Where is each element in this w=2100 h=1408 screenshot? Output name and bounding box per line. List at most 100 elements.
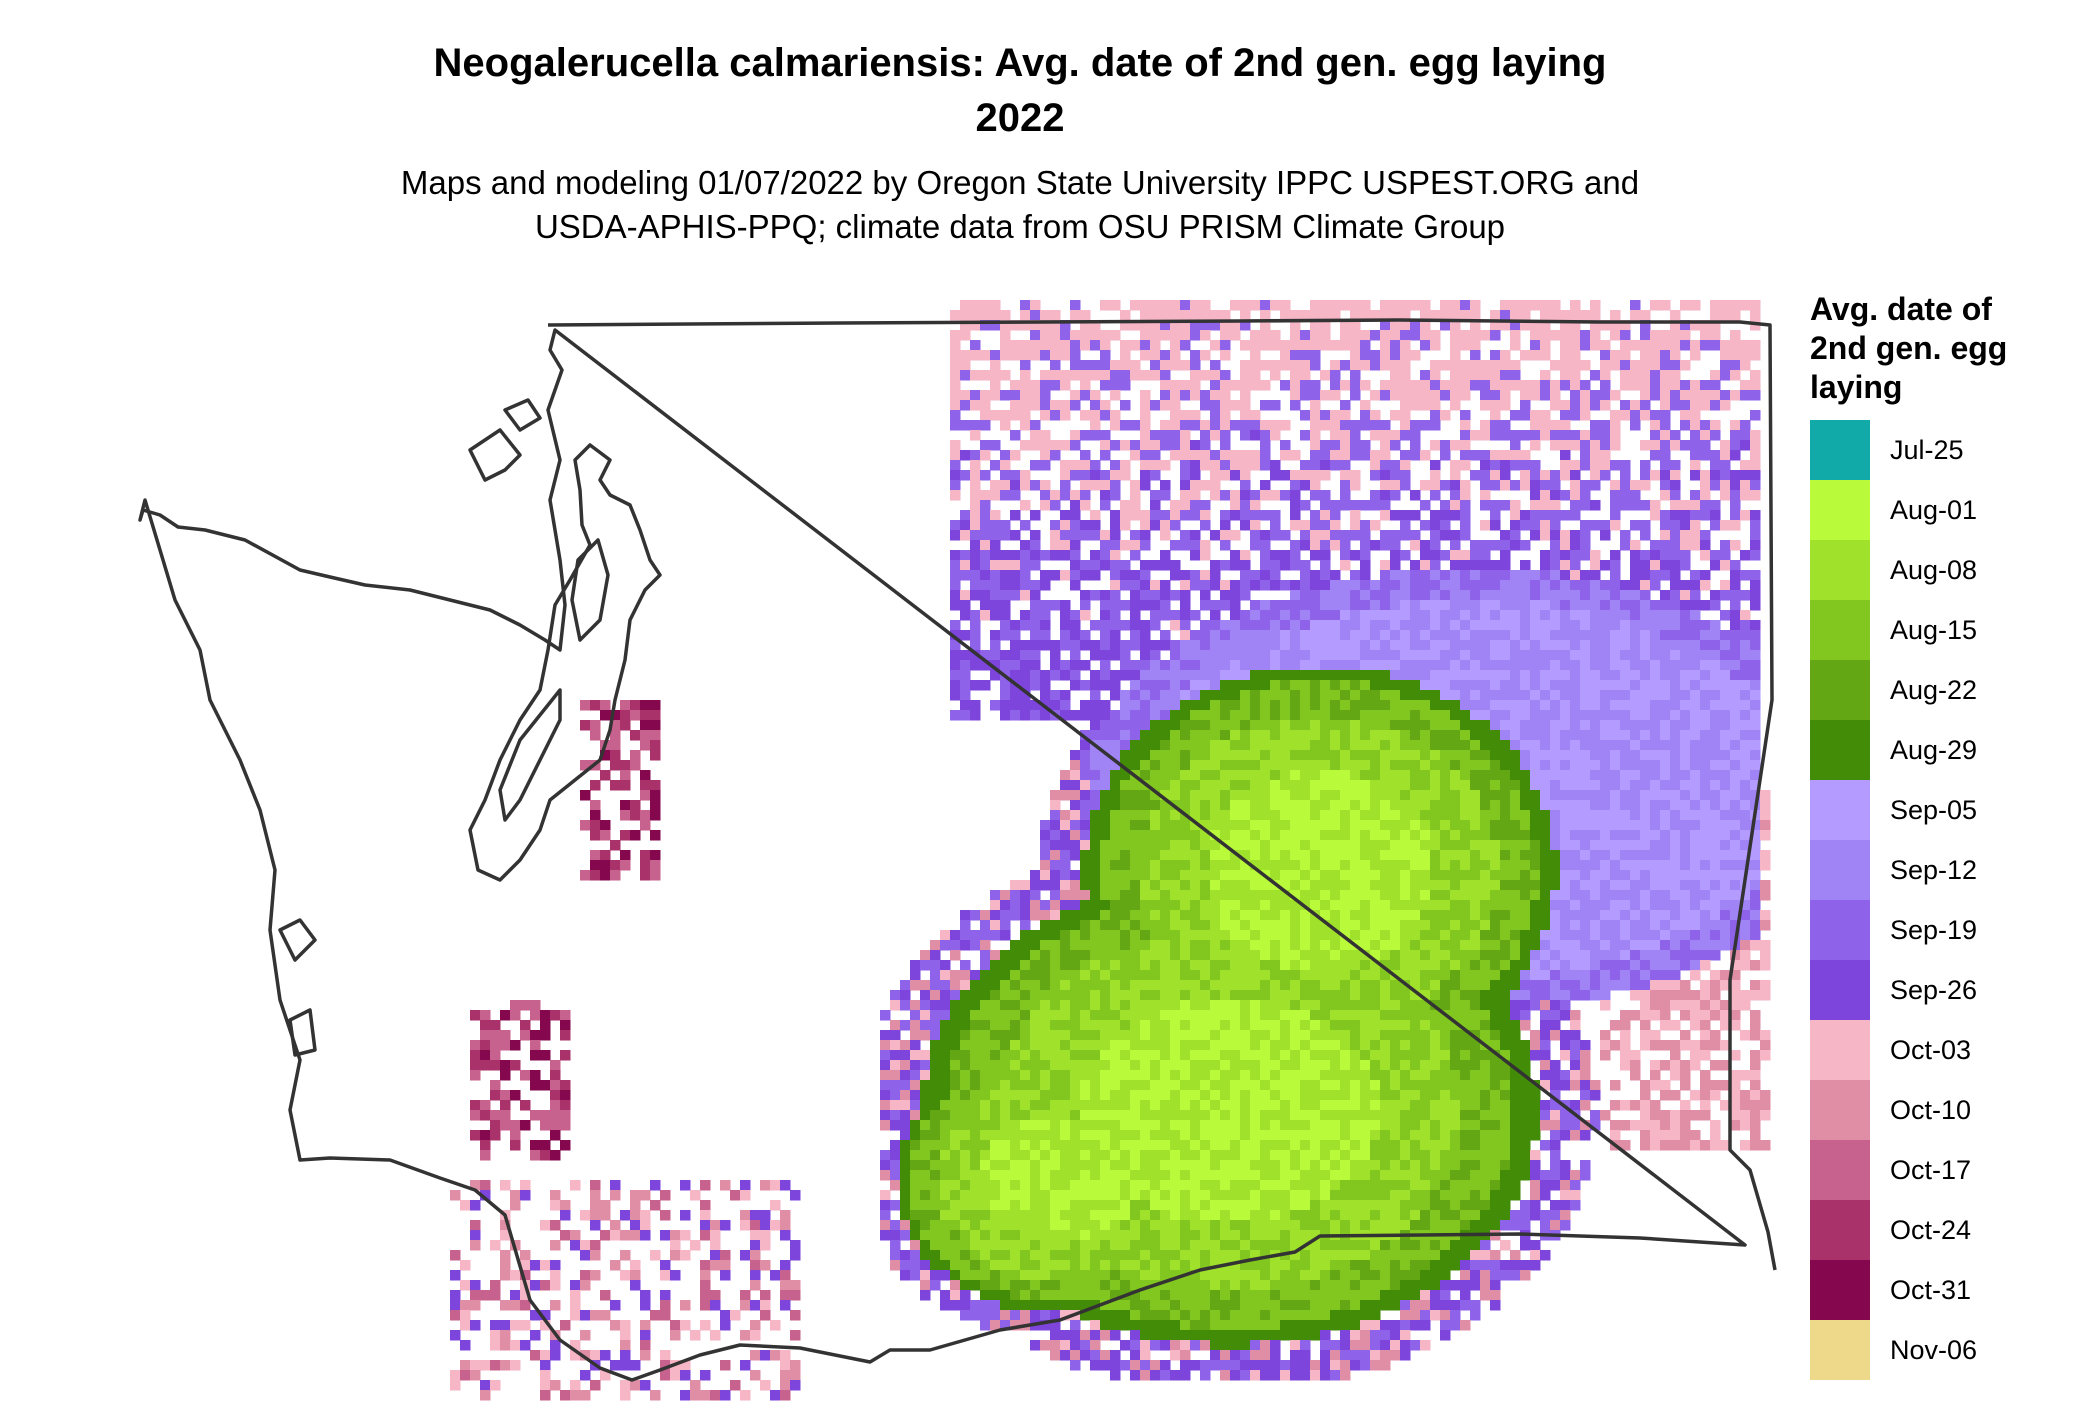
raster-cell — [1090, 620, 1101, 631]
raster-cell — [1590, 830, 1601, 841]
raster-cell — [1320, 910, 1331, 921]
raster-cell — [1650, 960, 1661, 971]
raster-cell — [1260, 1010, 1271, 1021]
raster-cell — [1670, 890, 1681, 901]
raster-cell — [1570, 640, 1581, 651]
raster-cell — [990, 1000, 1001, 1011]
raster-cell — [1520, 770, 1531, 781]
raster-cell — [1490, 960, 1501, 971]
raster-cell — [1450, 860, 1461, 871]
raster-cell — [1730, 810, 1741, 821]
raster-cell — [1700, 390, 1711, 401]
raster-cell — [1460, 960, 1471, 971]
raster-cell — [1240, 620, 1251, 631]
raster-cell — [1570, 720, 1581, 731]
raster-cell — [1620, 710, 1631, 721]
raster-cell — [1620, 360, 1631, 371]
raster-cell — [1440, 900, 1451, 911]
raster-cell — [1450, 1010, 1461, 1021]
raster-cell — [1390, 680, 1401, 691]
raster-cell — [1340, 610, 1351, 621]
raster-cell — [1690, 930, 1701, 941]
raster-cell — [1390, 980, 1401, 991]
raster-cell — [1450, 400, 1461, 411]
raster-cell — [1100, 590, 1111, 601]
raster-cell — [1330, 820, 1341, 831]
raster-cell — [1240, 390, 1251, 401]
raster-cell — [1280, 940, 1291, 951]
raster-cell — [1460, 640, 1471, 651]
raster-cell — [1640, 920, 1651, 931]
raster-cell — [1520, 450, 1531, 461]
raster-cell — [1160, 960, 1171, 971]
raster-cell — [1400, 590, 1411, 601]
raster-cell — [1550, 780, 1561, 791]
raster-cell — [1300, 560, 1311, 571]
raster-cell — [1620, 380, 1631, 391]
raster-cell — [1220, 560, 1231, 571]
raster-cell — [1420, 760, 1431, 771]
raster-cell — [1190, 360, 1201, 371]
raster-cell — [1160, 890, 1171, 901]
raster-cell — [1560, 750, 1571, 761]
raster-cell — [1080, 850, 1091, 861]
raster-cell — [1120, 960, 1131, 971]
raster-cell — [1180, 900, 1191, 911]
raster-cell — [1490, 470, 1501, 481]
raster-cell — [1660, 740, 1671, 751]
raster-cell — [1200, 740, 1211, 751]
raster-cell — [1400, 760, 1411, 771]
raster-cell — [1560, 680, 1571, 691]
raster-cell — [1700, 870, 1711, 881]
raster-cell — [1460, 500, 1471, 511]
raster-cell — [1650, 880, 1661, 891]
raster-cell — [580, 760, 591, 771]
raster-cell — [1200, 550, 1211, 561]
raster-cell — [1150, 350, 1161, 361]
raster-cell — [1500, 950, 1511, 961]
raster-cell — [1310, 550, 1321, 561]
raster-cell — [1740, 380, 1751, 391]
raster-cell — [1010, 640, 1021, 651]
raster-cell — [1030, 870, 1041, 881]
raster-cell — [1580, 660, 1591, 671]
raster-cell — [1010, 700, 1021, 711]
raster-cell — [1000, 710, 1011, 721]
raster-cell — [1320, 530, 1331, 541]
raster-cell — [1590, 600, 1601, 611]
raster-cell — [1060, 440, 1071, 451]
raster-cell — [1150, 400, 1161, 411]
raster-cell — [1220, 950, 1231, 961]
raster-cell — [1180, 330, 1191, 341]
raster-cell — [1180, 750, 1191, 761]
raster-cell — [1120, 520, 1131, 531]
raster-cell — [1190, 670, 1201, 681]
raster-cell — [1070, 780, 1081, 791]
raster-cell — [1610, 430, 1621, 441]
raster-cell — [1080, 320, 1091, 331]
raster-cell — [960, 1000, 971, 1011]
raster-cell — [1650, 790, 1661, 801]
raster-cell — [950, 600, 961, 611]
raster-cell — [1750, 880, 1761, 891]
raster-cell — [1710, 940, 1721, 951]
raster-cell — [1630, 780, 1641, 791]
raster-cell — [1120, 560, 1131, 571]
raster-cell — [1220, 980, 1231, 991]
raster-cell — [1240, 660, 1251, 671]
raster-cell — [1590, 890, 1601, 901]
raster-cell — [1660, 810, 1671, 821]
raster-cell — [1130, 790, 1141, 801]
raster-cell — [640, 850, 651, 861]
raster-cell — [950, 370, 961, 381]
raster-cell — [1510, 480, 1521, 491]
raster-cell — [970, 460, 981, 471]
raster-cell — [1630, 810, 1641, 821]
raster-cell — [1290, 760, 1301, 771]
raster-cell — [1150, 720, 1161, 731]
raster-cell — [1370, 490, 1381, 501]
raster-cell — [1530, 530, 1541, 541]
raster-cell — [1720, 910, 1731, 921]
raster-cell — [1110, 1010, 1121, 1021]
raster-cell — [1220, 680, 1231, 691]
